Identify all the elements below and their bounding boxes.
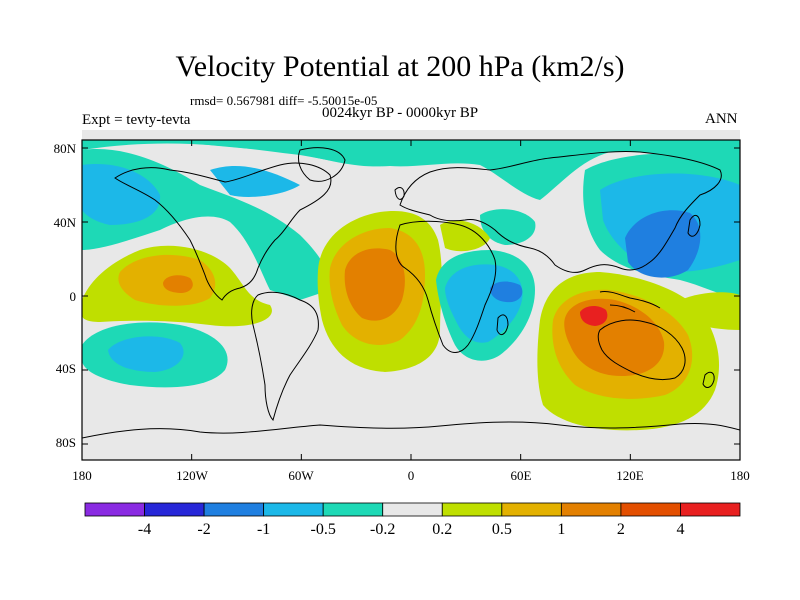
lat-label-80n: 80N [53,141,76,156]
colorbar-label: 4 [676,521,685,538]
africa-blue [490,281,523,303]
colorbar-box [501,502,562,517]
coastline-africa [395,220,497,353]
lon-label-180e: 180 [730,468,750,483]
colorbar-box [441,502,503,517]
lon-label-0: 0 [407,468,415,483]
atlantic-orange [344,248,405,321]
lon-label-60e: 60E [510,468,532,483]
colorbar-label: -1 [256,521,271,538]
north-east-blue [625,210,701,278]
coastline-north-america [114,162,332,301]
lon-label-60w: 60W [288,468,314,483]
colorbar-box [560,502,622,517]
axis-ticks [81,140,741,460]
colorbar-label: -4 [137,521,152,538]
middle-east-lime [440,220,490,252]
colorbar-box [203,502,265,517]
period-label: 0024kyr BP - 0000kyr BP [322,105,479,121]
stats-string: rmsd= 0.567981 diff= -5.50015e-05 [190,93,378,108]
colorbar-box [620,502,681,517]
coastline-south-america [251,291,319,421]
colorbar-box [144,502,205,517]
page-title: Velocity Potential at 200 hPa (km2/s) [175,50,625,83]
coastline-antarctica [82,421,740,439]
lat-label-80s: 80S [55,435,76,450]
coastline-japan [687,214,701,237]
north-pacific-cyan [210,165,300,197]
contour-field [82,130,740,460]
colorbar-label: -2 [197,521,211,538]
coastline-uk [394,187,405,200]
south-pacific-cyan [108,336,184,372]
lat-label-40n: 40N [53,215,76,230]
indo-pacific-red [580,306,608,326]
colorbar-label: 1 [557,521,566,538]
coastline-madagascar [496,314,509,336]
lat-label-eq: 0 [69,289,77,304]
colorbar-box [84,502,145,517]
colorbar-label: 2 [616,521,625,538]
colorbar-label: 0.2 [432,521,453,538]
colorbar-box [382,502,443,517]
coastline-australia [597,319,686,381]
experiment-label: Expt = tevty-tevta [82,112,191,128]
north-africa-teal-lobe [480,209,536,245]
colorbar-label: 0.5 [491,521,512,538]
east-pacific-lime-tongue [680,292,740,330]
pacific-orange [163,275,193,293]
season-label: ANN [705,111,738,127]
colorbar-box [680,502,741,517]
coastlines [82,147,740,439]
colorbar-box [263,502,324,517]
colorbar [84,502,741,517]
lon-label-120e: 120E [616,468,644,483]
coastline-greenland [297,147,346,182]
colorbar-label: -0.5 [310,521,336,538]
lat-label-40s: 40S [55,361,76,376]
colorbar-label: -0.2 [370,521,396,538]
colorbar-box [322,502,384,517]
lon-label-120w: 120W [176,468,208,483]
coastline-new-zealand [702,371,715,388]
coastline-europe-asia [399,151,722,273]
north-west-cyan [82,164,161,225]
lon-label-180w: 180 [72,468,92,483]
coastline-indonesia [599,291,661,313]
